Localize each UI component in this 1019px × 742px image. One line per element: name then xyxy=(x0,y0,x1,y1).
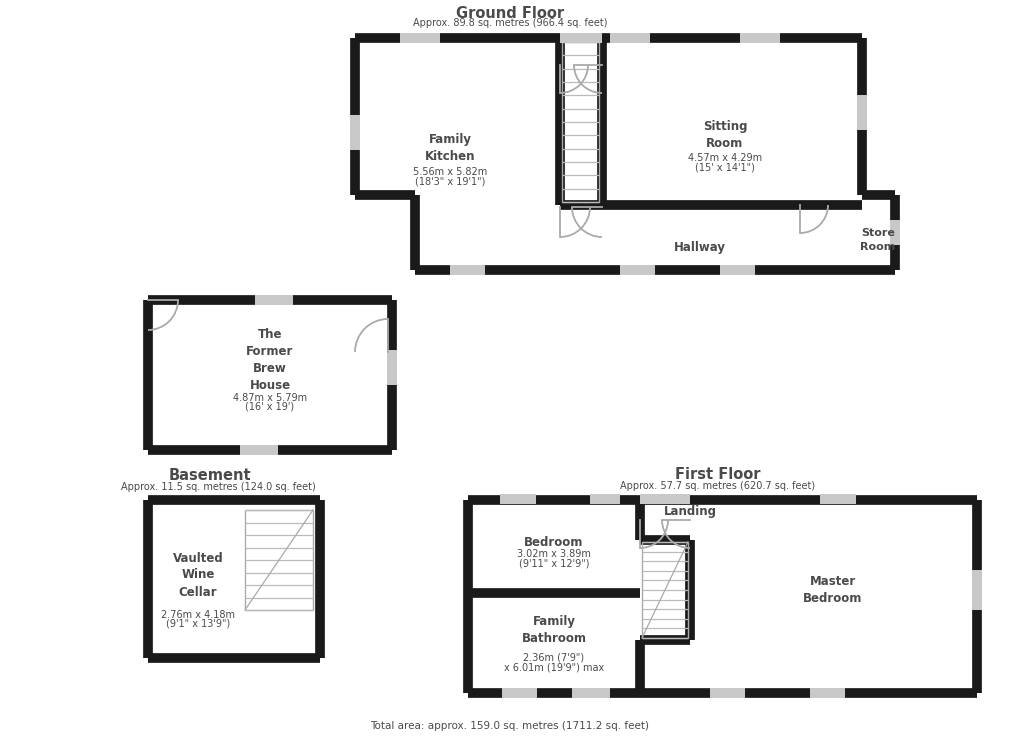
Text: (18'3" x 19'1"): (18'3" x 19'1") xyxy=(415,176,485,186)
Bar xyxy=(559,33,601,43)
Text: (9'1" x 13'9"): (9'1" x 13'9") xyxy=(166,619,230,629)
Bar xyxy=(719,265,754,275)
Bar xyxy=(609,33,649,43)
Bar xyxy=(861,195,894,270)
Text: 5.56m x 5.82m: 5.56m x 5.82m xyxy=(413,167,487,177)
Bar xyxy=(350,115,360,150)
Text: Family
Bathroom: Family Bathroom xyxy=(521,615,586,645)
Text: 3.02m x 3.89m: 3.02m x 3.89m xyxy=(517,549,590,559)
Text: Approx. 89.8 sq. metres (966.4 sq. feet): Approx. 89.8 sq. metres (966.4 sq. feet) xyxy=(413,18,606,28)
Text: The
Former
Brew
House: The Former Brew House xyxy=(246,328,293,392)
Text: Vaulted
Wine
Cellar: Vaulted Wine Cellar xyxy=(172,551,223,599)
Text: Landing: Landing xyxy=(662,505,715,519)
Text: Store
Room: Store Room xyxy=(860,229,895,252)
Bar xyxy=(809,688,844,698)
Bar xyxy=(739,33,780,43)
Text: Ground Floor: Ground Floor xyxy=(455,5,564,21)
Text: x 6.01m (19'9") max: x 6.01m (19'9") max xyxy=(503,662,603,672)
Text: (9'11" x 12'9"): (9'11" x 12'9") xyxy=(519,558,589,568)
Text: 4.57m x 4.29m: 4.57m x 4.29m xyxy=(687,153,761,163)
Bar xyxy=(572,688,609,698)
Bar xyxy=(148,500,320,658)
Bar xyxy=(971,570,981,610)
Bar xyxy=(890,220,899,245)
Text: Sitting
Room: Sitting Room xyxy=(702,120,747,150)
Text: Master
Bedroom: Master Bedroom xyxy=(803,575,862,605)
Text: Bedroom: Bedroom xyxy=(524,536,583,550)
Bar xyxy=(589,494,620,504)
Bar xyxy=(399,33,439,43)
Bar xyxy=(501,688,536,698)
Text: (15' x 14'1"): (15' x 14'1") xyxy=(694,162,754,172)
Text: 2.76m x 4.18m: 2.76m x 4.18m xyxy=(161,610,234,620)
Bar xyxy=(449,265,484,275)
Bar xyxy=(355,38,861,270)
Bar xyxy=(386,350,396,385)
Text: 4.87m x 5.79m: 4.87m x 5.79m xyxy=(232,393,307,403)
Text: (16' x 19'): (16' x 19') xyxy=(246,402,294,412)
Bar xyxy=(620,265,654,275)
Text: Hallway: Hallway xyxy=(674,241,726,255)
Bar xyxy=(239,445,278,455)
Text: Basement: Basement xyxy=(168,468,251,484)
Text: 2.36m (7'9"): 2.36m (7'9") xyxy=(523,653,584,663)
Bar xyxy=(639,494,689,504)
Bar xyxy=(709,688,744,698)
Bar xyxy=(856,95,866,130)
Text: Family
Kitchen: Family Kitchen xyxy=(424,133,475,163)
Bar xyxy=(468,500,976,693)
Bar xyxy=(499,494,535,504)
Bar xyxy=(819,494,855,504)
Text: Approx. 57.7 sq. metres (620.7 sq. feet): Approx. 57.7 sq. metres (620.7 sq. feet) xyxy=(620,481,815,491)
Bar xyxy=(255,295,292,305)
Bar xyxy=(0,195,415,270)
Text: Total area: approx. 159.0 sq. metres (1711.2 sq. feet): Total area: approx. 159.0 sq. metres (17… xyxy=(370,721,649,731)
Bar xyxy=(148,300,391,450)
Text: First Floor: First Floor xyxy=(675,467,760,482)
Text: Approx. 11.5 sq. metres (124.0 sq. feet): Approx. 11.5 sq. metres (124.0 sq. feet) xyxy=(120,482,315,492)
